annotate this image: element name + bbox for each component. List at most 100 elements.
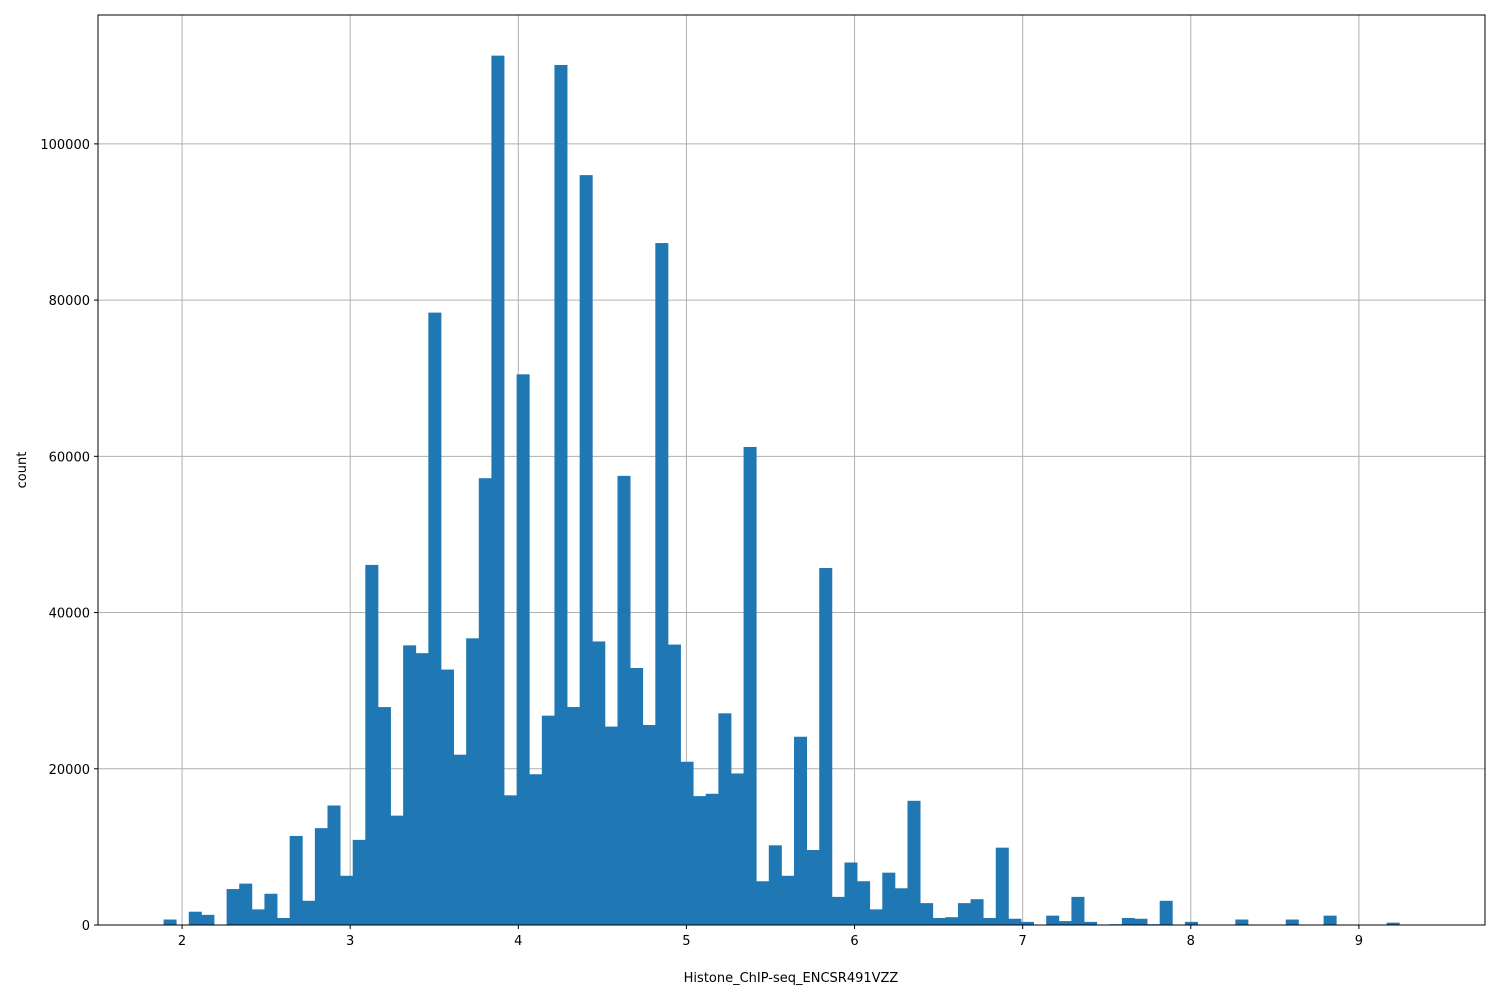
histogram-bar (1058, 921, 1072, 925)
bars (163, 55, 1400, 926)
histogram-bar (289, 835, 303, 925)
histogram-bar (466, 638, 480, 925)
y-tick-label: 20000 (49, 763, 90, 778)
y-tick-label: 100000 (40, 138, 90, 153)
histogram-bar (516, 374, 530, 925)
histogram-bar (844, 862, 858, 925)
histogram-bar (667, 644, 681, 925)
x-tick-label: 9 (1355, 934, 1363, 949)
histogram-bar (957, 903, 971, 925)
y-axis-ticks: 0 20000 40000 60000 80000 100000 (40, 138, 98, 934)
histogram-bar (478, 478, 492, 925)
histogram-bar (730, 773, 744, 925)
histogram-bar (1235, 919, 1249, 925)
histogram-bar (655, 243, 669, 926)
histogram-bar (390, 815, 404, 925)
y-tick-label: 40000 (49, 607, 90, 622)
histogram-bar (1071, 896, 1085, 925)
histogram-bar (932, 917, 946, 925)
histogram-bar (617, 475, 631, 925)
x-tick-label: 5 (682, 934, 690, 949)
histogram-bar (163, 919, 177, 925)
histogram-bar (567, 707, 581, 925)
histogram-bar (352, 839, 366, 925)
x-tick-label: 3 (346, 934, 354, 949)
y-tick-label: 80000 (49, 294, 90, 309)
histogram-bar (251, 909, 265, 925)
histogram-bar (995, 847, 1009, 925)
histogram-bar (907, 800, 921, 925)
histogram-bar (377, 707, 391, 925)
histogram-bar (188, 911, 202, 925)
histogram-bar (440, 669, 454, 925)
histogram-bar (541, 715, 555, 925)
x-axis-ticks: 2 3 4 5 6 7 8 9 (178, 925, 1363, 949)
x-tick-label: 6 (850, 934, 858, 949)
histogram-bar (756, 881, 770, 925)
histogram-bar (882, 872, 896, 925)
histogram-bar (920, 903, 934, 925)
histogram-bar (794, 736, 808, 925)
histogram-bar (983, 917, 997, 925)
histogram-bar (970, 899, 984, 925)
histogram-bar (705, 793, 719, 925)
histogram-bar (642, 725, 656, 925)
histogram-bar (453, 754, 467, 925)
histogram-bar (554, 64, 568, 926)
histogram-bar (403, 645, 417, 925)
x-tick-label: 4 (514, 934, 522, 949)
x-tick-label: 7 (1019, 934, 1027, 949)
x-tick-label: 8 (1187, 934, 1195, 949)
plot-frame (97, 14, 1486, 926)
histogram-bar (894, 888, 908, 925)
histogram-bar (1285, 919, 1299, 925)
histogram-bar (340, 875, 354, 925)
x-tick-label: 2 (178, 934, 186, 949)
histogram-bar (579, 175, 593, 925)
y-tick-label: 0 (82, 919, 90, 934)
histogram-bar (428, 312, 442, 925)
histogram-bar (1046, 915, 1060, 925)
histogram-bar (857, 881, 871, 925)
histogram-bar (604, 726, 618, 925)
histogram-bar (592, 641, 606, 925)
histogram-bar (201, 914, 215, 925)
histogram-bar (314, 828, 328, 925)
histogram-bar (365, 564, 379, 925)
histogram-bar (831, 896, 845, 925)
histogram-bar (327, 805, 341, 925)
histogram-bar (491, 55, 505, 925)
y-tick-label: 60000 (49, 450, 90, 465)
histogram-bar (806, 850, 820, 925)
histogram-bar (1323, 915, 1337, 925)
histogram-bar (768, 845, 782, 925)
histogram-bar (264, 893, 278, 925)
histogram-bar (1184, 921, 1198, 925)
histogram-bar (239, 883, 253, 925)
histogram-bar (302, 900, 316, 925)
histogram-bar (680, 761, 694, 925)
histogram-bar (630, 668, 644, 925)
histogram-bar (1084, 921, 1098, 925)
histogram-bar (718, 713, 732, 925)
histogram-bar (529, 774, 543, 925)
grid (98, 15, 1485, 926)
histogram-bar (277, 917, 291, 925)
histogram-bar (693, 796, 707, 925)
histogram-bar (945, 917, 959, 925)
histogram-bar (869, 909, 883, 925)
histogram-bar (781, 875, 795, 925)
histogram-bar (819, 568, 833, 925)
histogram-bar (504, 795, 518, 925)
histogram-bar (1159, 900, 1173, 925)
histogram-bar (1008, 918, 1022, 925)
y-axis-label: count (15, 452, 30, 489)
histogram-bar (226, 889, 240, 925)
histogram-bar (1386, 922, 1400, 925)
histogram-bar (1121, 917, 1135, 925)
histogram-bar (743, 446, 757, 925)
histogram-bar (1134, 918, 1148, 925)
histogram-bar (415, 653, 429, 925)
histogram-bar (1020, 921, 1034, 925)
